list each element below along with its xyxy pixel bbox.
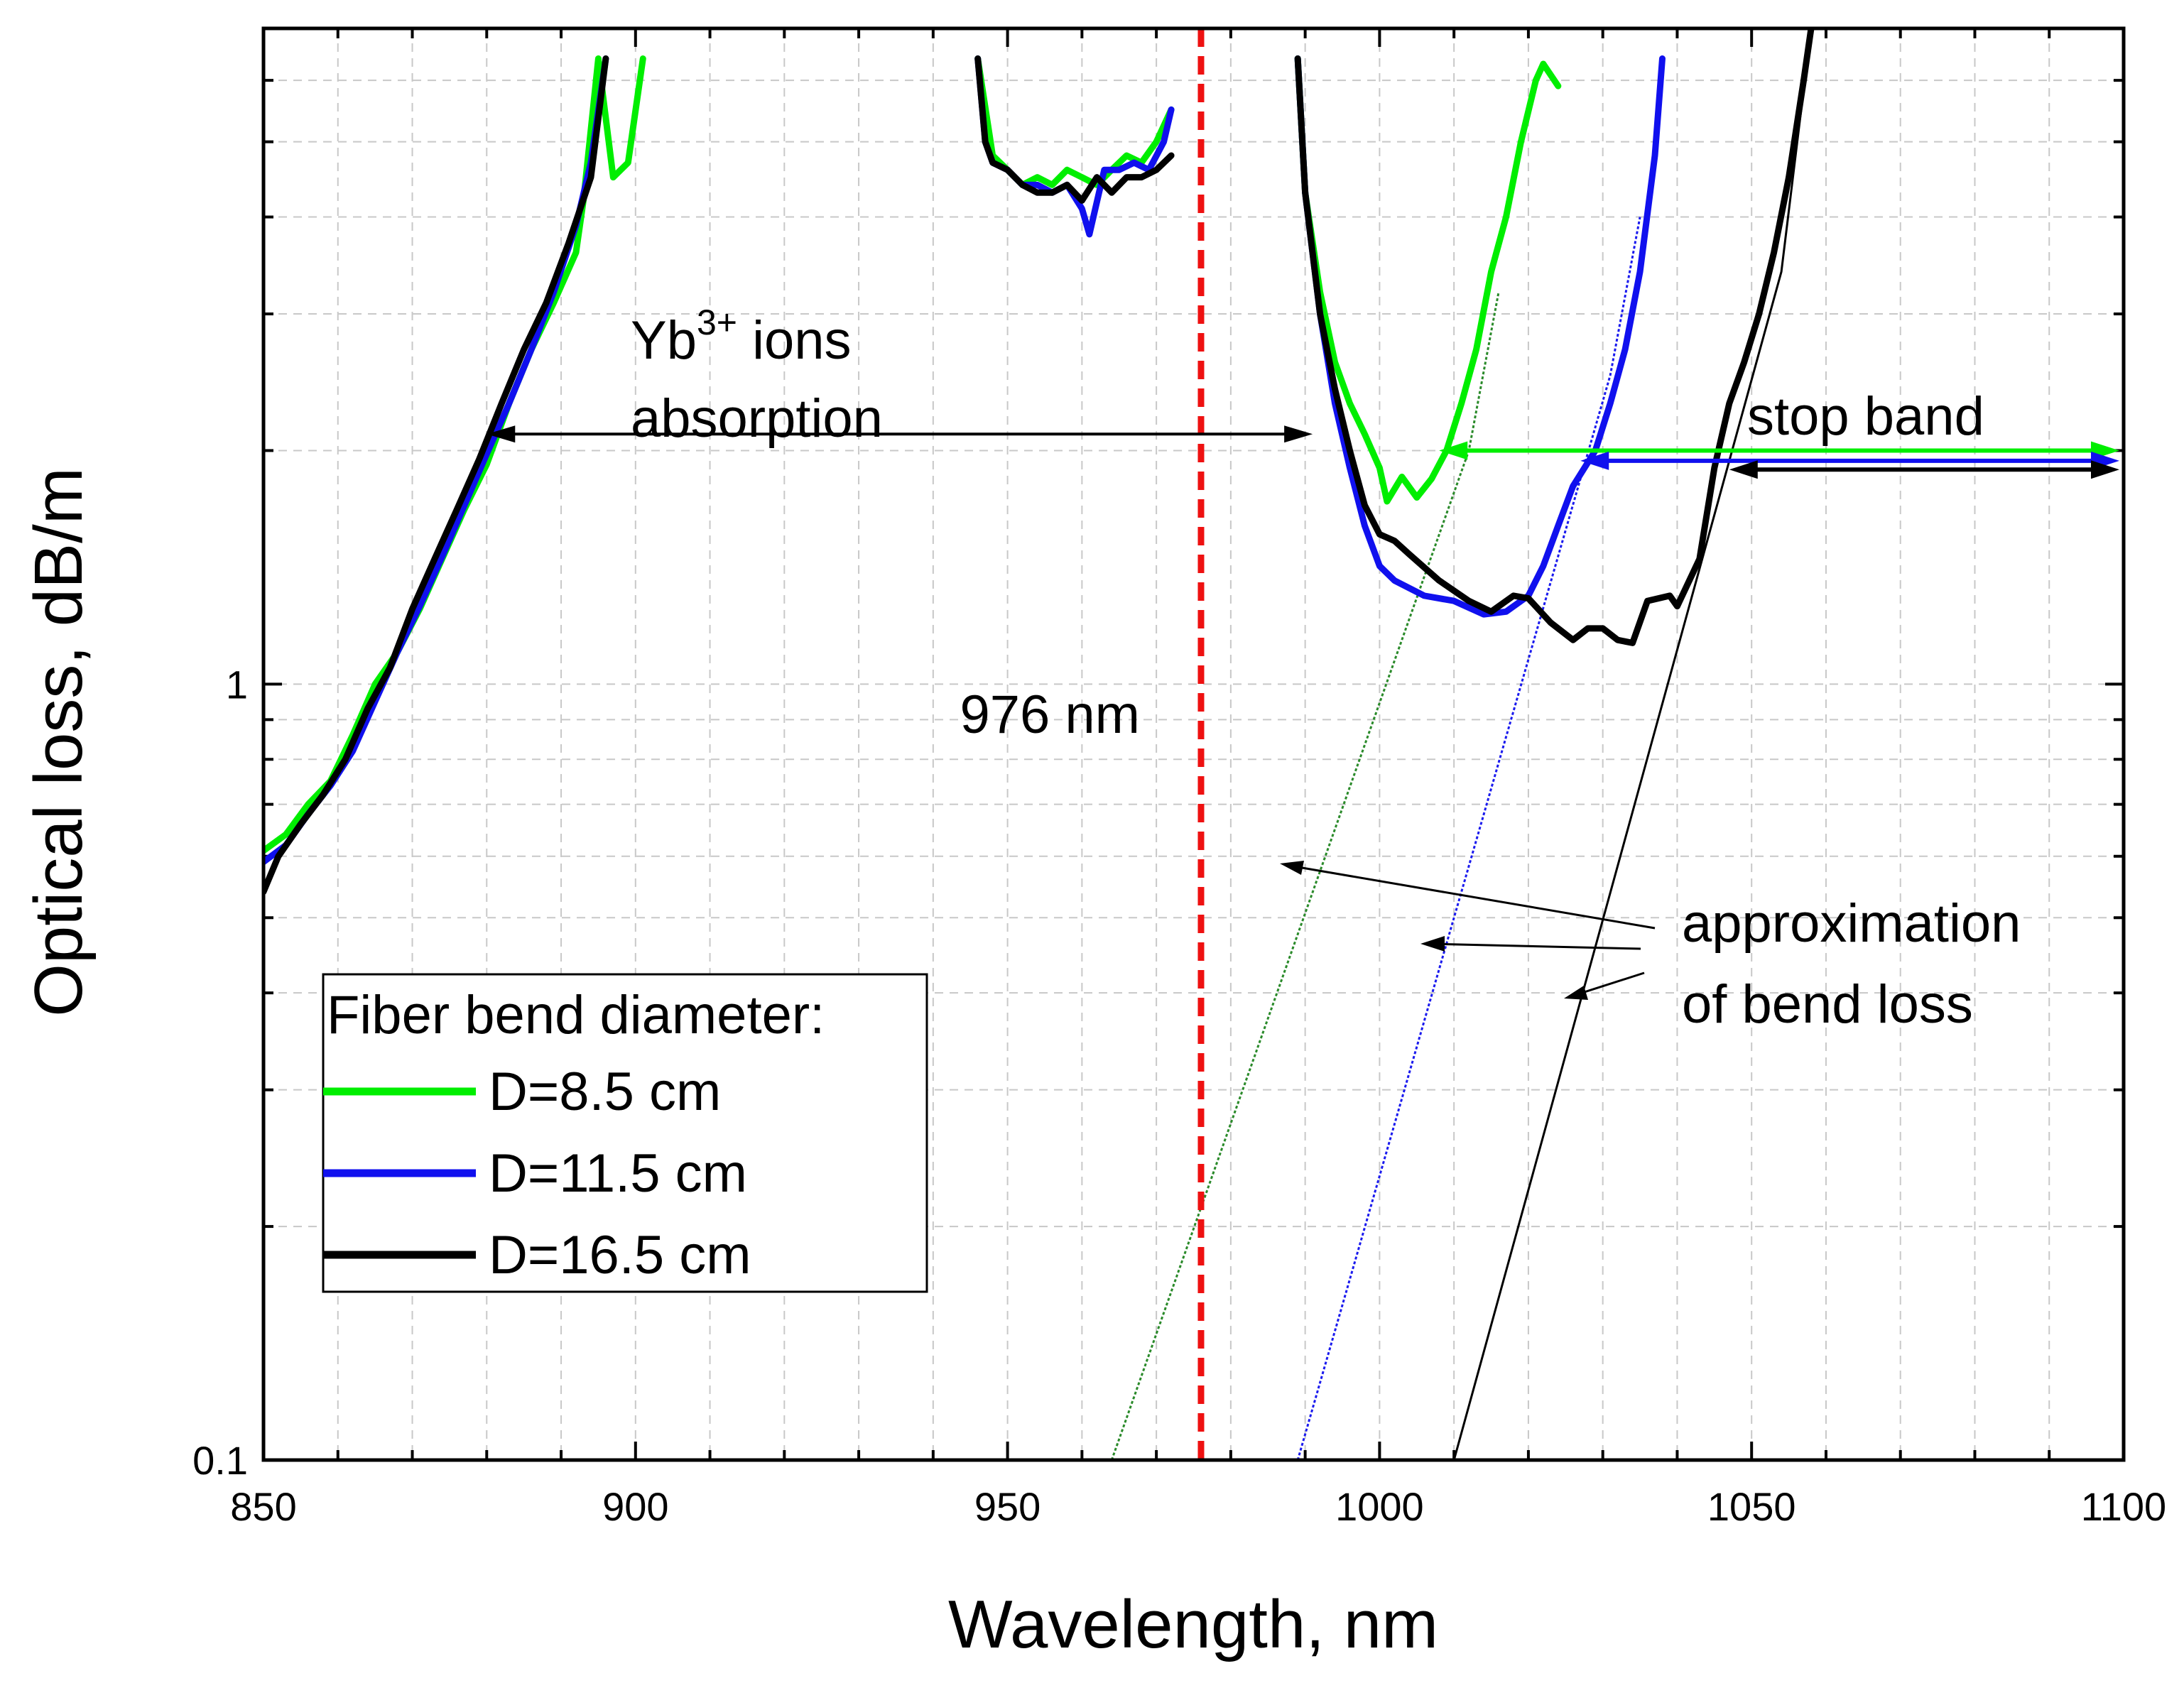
legend-label-d85: D=8.5 cm bbox=[489, 1062, 721, 1122]
absorption-label-yb: Yb bbox=[631, 310, 697, 371]
x-axis-title: Wavelength, nm bbox=[948, 1586, 1438, 1662]
approximation-arrowhead-green bbox=[1280, 861, 1304, 875]
reference-line-label: 976 nm bbox=[960, 685, 1141, 745]
y-tick-label: 1 bbox=[226, 662, 248, 707]
series-line-d-8-5-cm bbox=[1294, 55, 1562, 505]
absorption-label-ions: ions bbox=[737, 310, 852, 371]
series-lines bbox=[264, 28, 1815, 895]
approximation-arrow-green bbox=[1285, 864, 1656, 930]
absorption-label-line1: Yb3+ ions bbox=[631, 303, 852, 371]
x-tick-label: 1050 bbox=[1707, 1484, 1796, 1529]
approximation-arrow-blue bbox=[1427, 942, 1641, 950]
x-tick-label: 950 bbox=[974, 1484, 1041, 1529]
x-tick-label: 1100 bbox=[2081, 1484, 2166, 1529]
stop-band-label: stop band bbox=[1747, 386, 1984, 447]
stop-band-arrow-head-left bbox=[1729, 460, 1758, 479]
series-line-d-16-5-cm bbox=[1294, 28, 1815, 646]
absorption-label-line2: absorption bbox=[631, 388, 883, 449]
stop-band-arrow-head-left bbox=[1439, 441, 1468, 460]
legend-label-d165: D=16.5 cm bbox=[489, 1225, 751, 1285]
y-axis-title: Optical loss, dB/m bbox=[21, 467, 97, 1017]
series-line-d-16-5-cm bbox=[264, 55, 609, 895]
absorption-range-arrow bbox=[487, 425, 1313, 443]
absorption-arrow-head-left bbox=[487, 425, 516, 443]
approximation-pointer-arrows bbox=[1280, 861, 1656, 1000]
absorption-label-superscript: 3+ bbox=[697, 303, 737, 342]
approximation-line bbox=[1296, 217, 1641, 1460]
legend: Fiber bend diameter: D=8.5 cm D=11.5 cm … bbox=[322, 973, 928, 1293]
grid bbox=[264, 28, 2124, 1460]
legend-title: Fiber bend diameter: bbox=[327, 985, 825, 1045]
absorption-arrow-head-right bbox=[1284, 425, 1313, 443]
series-line-d-11-5-cm bbox=[1294, 55, 1666, 618]
approximation-label-line1: approximation bbox=[1682, 893, 2021, 954]
plot-frame bbox=[261, 26, 2126, 1462]
series-line-d-16-5-cm bbox=[974, 55, 1175, 204]
approximation-arrowhead-black bbox=[1564, 986, 1588, 1000]
approximation-arrowhead-blue bbox=[1420, 936, 1445, 952]
legend-label-d115: D=11.5 cm bbox=[489, 1143, 747, 1204]
legend-box bbox=[322, 973, 928, 1293]
x-tick-label: 850 bbox=[230, 1484, 296, 1529]
x-tick-label: 900 bbox=[602, 1484, 668, 1529]
approximation-label-line2: of bend loss bbox=[1682, 974, 1973, 1035]
stop-band-arrows bbox=[1439, 441, 2119, 479]
stop-band-arrow-head-left bbox=[1580, 451, 1609, 470]
y-ticks: 0.11 bbox=[192, 27, 2124, 1483]
x-tick-label: 1000 bbox=[1335, 1484, 1424, 1529]
stop-band-arrow-head-right bbox=[2091, 460, 2119, 479]
y-tick-label: 0.1 bbox=[192, 1438, 248, 1483]
x-ticks: 850 900 950 1000 1050 1100 bbox=[230, 28, 2166, 1529]
